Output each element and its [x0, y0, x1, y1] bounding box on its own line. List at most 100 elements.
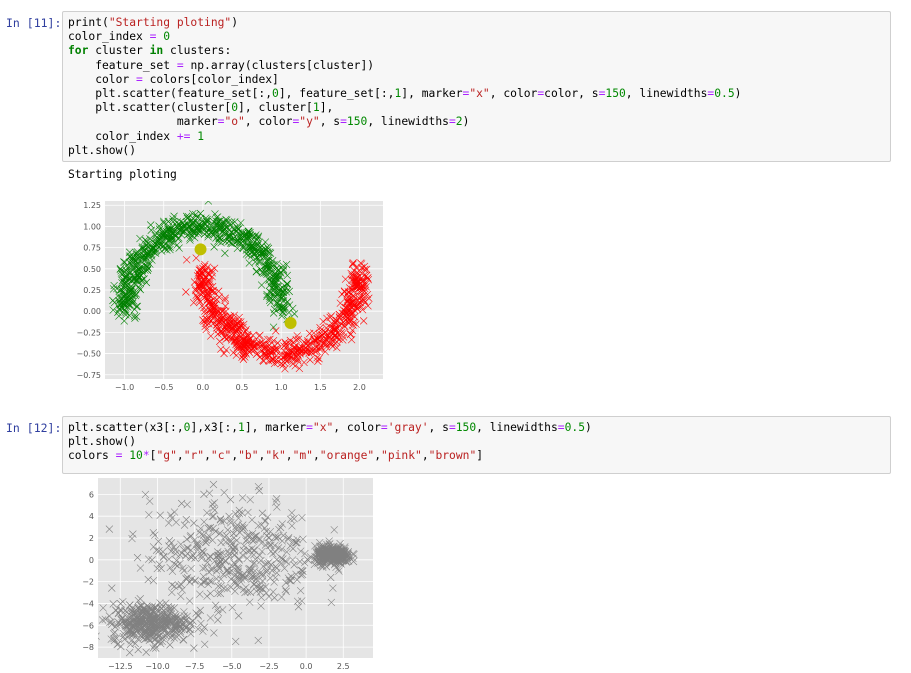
- data-point-marker: [241, 327, 250, 336]
- notebook-cell-12[interactable]: In [12]: plt.scatter(x3[:,0],x3[:,1], ma…: [0, 410, 911, 673]
- data-point-marker: [234, 514, 243, 522]
- data-point-marker: [180, 608, 188, 616]
- data-point-marker: [161, 616, 169, 624]
- data-point-marker: [337, 328, 346, 337]
- data-point-marker: [208, 577, 216, 586]
- data-point-marker: [323, 332, 331, 341]
- data-point-marker: [216, 217, 225, 225]
- data-point-marker: [183, 574, 192, 582]
- code-editor[interactable]: print("Starting ploting") color_index = …: [68, 16, 742, 157]
- data-point-marker: [355, 299, 364, 307]
- data-point-marker: [152, 546, 161, 554]
- y-tick-label: 2: [89, 534, 94, 543]
- data-point-marker: [218, 228, 226, 237]
- data-point-marker: [160, 552, 168, 561]
- data-point-marker: [222, 326, 230, 334]
- data-point-marker: [151, 239, 159, 247]
- data-point-marker: [216, 515, 225, 523]
- data-point-marker: [221, 296, 229, 305]
- data-point-marker: [263, 513, 272, 521]
- data-point-marker: [250, 242, 258, 251]
- data-point-marker: [203, 217, 212, 226]
- data-point-marker: [169, 619, 177, 628]
- data-point-marker: [135, 265, 143, 273]
- data-point-marker: [280, 564, 289, 572]
- y-tick-label: 1.00: [83, 222, 101, 231]
- data-point-marker: [157, 564, 165, 573]
- data-point-marker: [254, 234, 262, 242]
- data-point-marker: [163, 622, 171, 630]
- data-point-marker: [167, 511, 175, 519]
- data-point-marker: [288, 556, 297, 564]
- data-point-marker: [306, 553, 315, 561]
- data-point-marker: [201, 563, 210, 572]
- data-point-marker: [193, 542, 202, 551]
- data-point-marker: [190, 519, 198, 527]
- cell-prompt: In [12]:: [6, 421, 62, 435]
- code-input-area[interactable]: print("Starting ploting") color_index = …: [62, 11, 891, 162]
- data-point-marker: [215, 307, 223, 316]
- data-point-marker: [141, 490, 150, 499]
- data-point-marker: [277, 269, 285, 277]
- data-point-marker: [249, 344, 257, 353]
- data-point-marker: [197, 551, 206, 560]
- data-point-marker: [132, 302, 141, 311]
- data-point-marker: [279, 555, 287, 563]
- code-input-area[interactable]: plt.scatter(x3[:,0],x3[:,1], marker="x",…: [62, 416, 891, 474]
- notebook-cell-11[interactable]: In [11]: print("Starting ploting") color…: [0, 0, 911, 410]
- data-point-marker: [133, 260, 142, 268]
- data-point-marker: [226, 233, 234, 241]
- data-point-marker: [230, 529, 238, 538]
- data-point-marker: [237, 318, 245, 326]
- data-point-marker: [248, 544, 256, 553]
- data-point-marker: [341, 303, 350, 312]
- data-point-marker: [360, 284, 369, 293]
- data-point-marker: [222, 566, 231, 575]
- data-point-marker: [182, 212, 191, 221]
- data-point-marker: [176, 551, 184, 559]
- data-point-marker: [216, 589, 225, 598]
- data-point-marker: [136, 234, 144, 243]
- data-point-marker: [272, 534, 280, 542]
- data-point-marker: [297, 547, 305, 555]
- data-point-marker: [166, 224, 175, 232]
- data-point-marker: [300, 358, 308, 367]
- data-point-marker: [199, 564, 207, 573]
- data-point-marker: [215, 530, 224, 538]
- data-point-marker: [211, 527, 220, 536]
- data-point-marker: [255, 486, 264, 495]
- data-point-marker: [184, 213, 193, 221]
- data-point-marker: [186, 533, 194, 541]
- data-point-marker: [224, 219, 232, 227]
- data-point-marker: [256, 252, 265, 261]
- data-point-marker: [180, 521, 189, 529]
- data-point-marker: [194, 625, 202, 633]
- data-point-marker: [289, 544, 297, 553]
- data-point-marker: [221, 323, 229, 332]
- data-point-marker: [216, 550, 225, 558]
- data-point-marker: [187, 553, 196, 562]
- data-point-marker: [318, 554, 327, 562]
- data-point-marker: [274, 290, 282, 299]
- data-point-marker: [171, 550, 180, 558]
- data-point-marker: [136, 608, 144, 617]
- data-point-marker: [349, 321, 357, 329]
- data-point-marker: [327, 312, 336, 320]
- data-point-marker: [199, 627, 207, 635]
- data-point-marker: [209, 218, 218, 226]
- data-point-marker: [227, 336, 236, 344]
- data-point-marker: [297, 571, 305, 579]
- data-point-marker: [251, 567, 259, 575]
- data-point-marker: [200, 623, 209, 631]
- data-point-marker: [214, 330, 222, 338]
- data-point-marker: [111, 628, 119, 636]
- data-point-marker: [118, 277, 127, 285]
- data-point-marker: [182, 288, 190, 296]
- data-point-marker: [216, 564, 224, 573]
- data-point-marker: [250, 533, 258, 541]
- code-editor[interactable]: plt.scatter(x3[:,0],x3[:,1], marker="x",…: [68, 421, 592, 463]
- data-point-marker: [359, 317, 368, 325]
- data-point-marker: [107, 618, 116, 626]
- data-point-marker: [285, 339, 293, 348]
- data-point-marker: [169, 234, 177, 243]
